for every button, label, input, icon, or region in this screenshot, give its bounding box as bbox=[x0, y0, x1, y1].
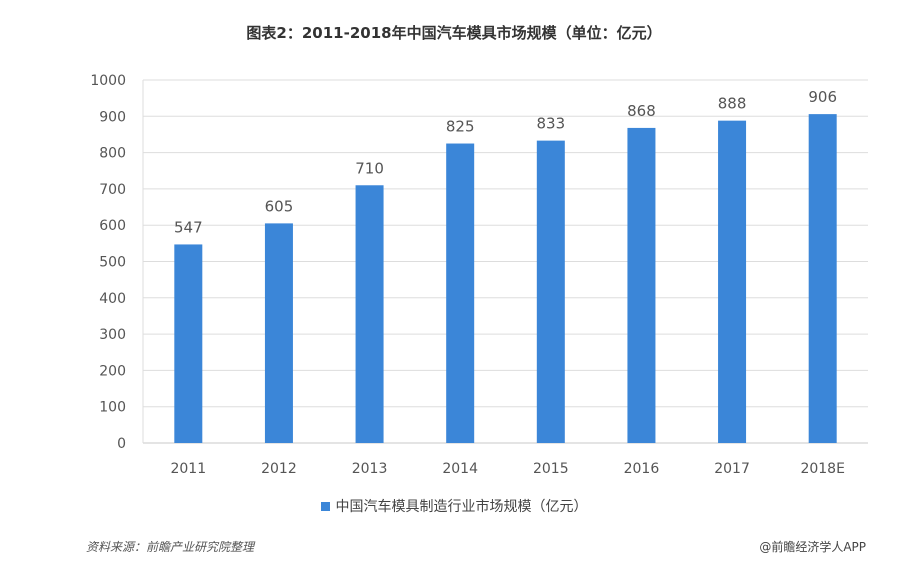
bar bbox=[355, 185, 384, 443]
x-tick-label: 2011 bbox=[170, 461, 206, 477]
data-labels: 547 605 710 825 833 868 888 906 bbox=[174, 88, 837, 236]
legend-swatch bbox=[320, 501, 330, 511]
x-tick-label: 2013 bbox=[352, 461, 388, 477]
data-label: 547 bbox=[174, 218, 203, 236]
x-tick-label: 2016 bbox=[624, 461, 660, 477]
source-note: 资料来源：前瞻产业研究院整理 bbox=[86, 540, 255, 554]
data-label: 825 bbox=[446, 118, 475, 136]
y-tick-label: 1000 bbox=[90, 73, 126, 89]
y-tick-label: 200 bbox=[99, 363, 126, 379]
bar bbox=[627, 127, 656, 443]
bar bbox=[174, 244, 203, 443]
x-tick-label: 2012 bbox=[261, 461, 297, 477]
data-label: 605 bbox=[265, 197, 294, 215]
bar bbox=[808, 114, 837, 443]
y-tick-label: 0 bbox=[117, 436, 126, 452]
y-tick-label: 800 bbox=[99, 146, 126, 162]
y-tick-label: 500 bbox=[99, 255, 126, 271]
y-tick-label: 100 bbox=[99, 400, 126, 416]
x-axis: 2011 2012 2013 2014 2015 2016 2017 2018E bbox=[170, 461, 844, 477]
gridlines bbox=[142, 79, 868, 444]
data-label: 868 bbox=[627, 102, 656, 120]
credit-note: @前瞻经济学人APP bbox=[759, 540, 866, 554]
data-label: 888 bbox=[718, 95, 747, 113]
bar bbox=[446, 143, 475, 443]
y-tick-label: 600 bbox=[99, 218, 126, 234]
y-tick-label: 700 bbox=[99, 182, 126, 198]
data-label: 710 bbox=[355, 159, 384, 177]
x-tick-label: 2014 bbox=[442, 461, 478, 477]
y-tick-label: 900 bbox=[99, 109, 126, 125]
legend: 中国汽车模具制造行业市场规模（亿元） bbox=[0, 496, 908, 516]
y-tick-label: 400 bbox=[99, 291, 126, 307]
data-label: 833 bbox=[536, 115, 565, 133]
x-tick-label: 2015 bbox=[533, 461, 569, 477]
bar bbox=[264, 223, 293, 443]
x-tick-label: 2018E bbox=[800, 461, 844, 477]
bar bbox=[718, 120, 747, 443]
chart-title: 图表2：2011-2018年中国汽车模具市场规模（单位：亿元） bbox=[246, 24, 662, 42]
y-tick-label: 300 bbox=[99, 327, 126, 343]
y-axis: 0 100 200 300 400 500 600 700 800 900 1000 bbox=[90, 73, 126, 452]
bar bbox=[536, 140, 565, 443]
x-tick-label: 2017 bbox=[714, 461, 750, 477]
legend-label: 中国汽车模具制造行业市场规模（亿元） bbox=[335, 499, 588, 515]
bars bbox=[174, 114, 837, 443]
data-label: 906 bbox=[808, 88, 837, 106]
